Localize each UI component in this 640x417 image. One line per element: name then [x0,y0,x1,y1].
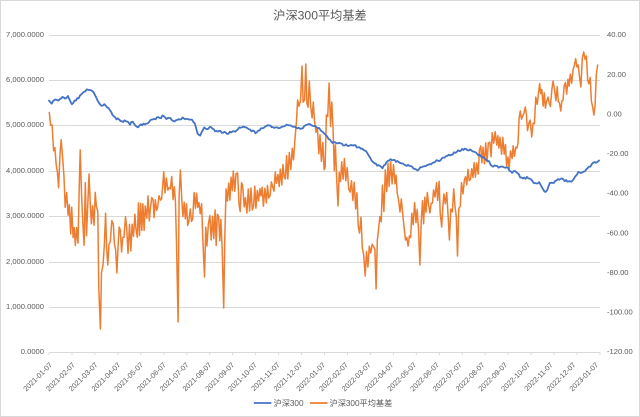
svg-text:0.0000: 0.0000 [21,347,44,356]
svg-text:40.00: 40.00 [607,30,626,39]
svg-text:3,000.0000: 3,000.0000 [6,211,44,220]
svg-text:5,000.0000: 5,000.0000 [6,120,44,129]
svg-text:7,000.0000: 7,000.0000 [6,30,44,39]
svg-text:-80.00: -80.00 [607,268,629,277]
svg-text:-20.00: -20.00 [607,149,629,158]
svg-text:-120.00: -120.00 [607,347,633,356]
svg-text:沪深300平均基差: 沪深300平均基差 [273,8,366,22]
svg-text:沪深300平均基差: 沪深300平均基差 [330,398,393,408]
svg-text:6,000.0000: 6,000.0000 [6,75,44,84]
svg-text:-100.00: -100.00 [607,308,633,317]
svg-text:-60.00: -60.00 [607,228,629,237]
svg-text:1,000.0000: 1,000.0000 [6,302,44,311]
svg-text:0.00: 0.00 [607,110,622,119]
svg-text:4,000.0000: 4,000.0000 [6,166,44,175]
svg-text:-40.00: -40.00 [607,189,629,198]
svg-text:2,000.0000: 2,000.0000 [6,257,44,266]
svg-text:20.00: 20.00 [607,70,626,79]
svg-text:沪深300: 沪深300 [274,398,304,408]
